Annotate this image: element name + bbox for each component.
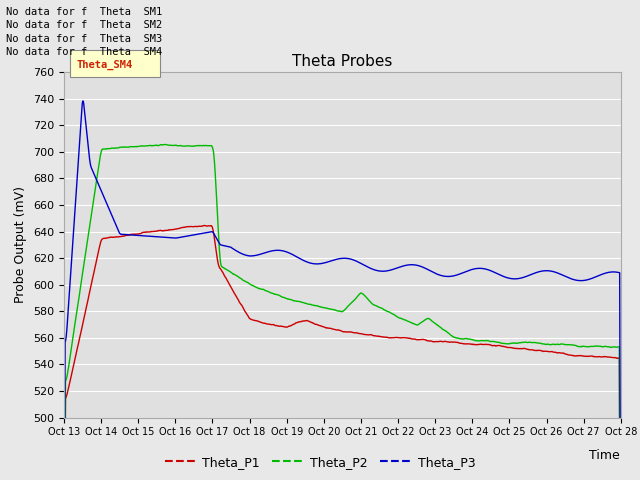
Y-axis label: Probe Output (mV): Probe Output (mV) [15, 186, 28, 303]
Legend: Theta_P1, Theta_P2, Theta_P3: Theta_P1, Theta_P2, Theta_P3 [160, 451, 480, 474]
Text: No data for f  Theta  SM1
No data for f  Theta  SM2
No data for f  Theta  SM3
No: No data for f Theta SM1 No data for f Th… [6, 7, 163, 57]
Title: Theta Probes: Theta Probes [292, 54, 392, 70]
Text: Theta_SM4: Theta_SM4 [77, 60, 133, 70]
X-axis label: Time: Time [589, 449, 620, 462]
